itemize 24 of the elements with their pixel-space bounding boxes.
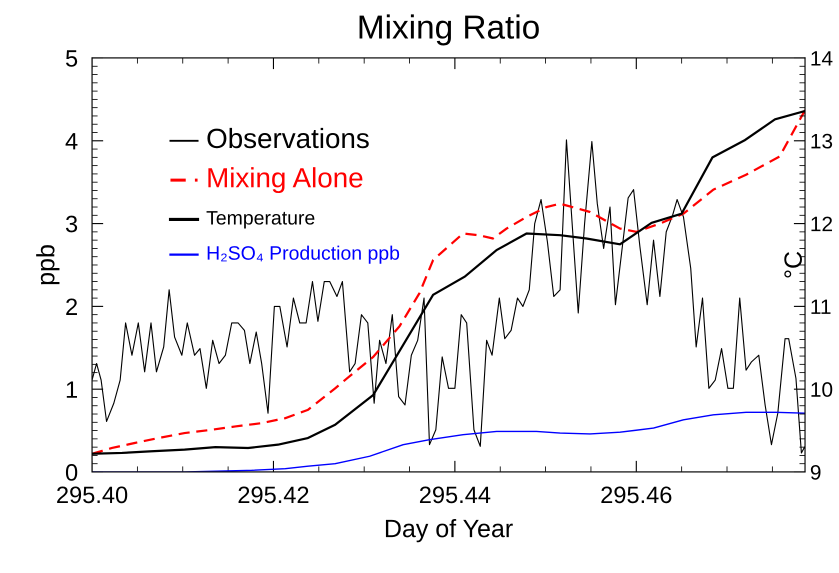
x-tick-label: 295.40	[57, 486, 128, 504]
y-tick-label: 3	[66, 216, 78, 232]
legend-label: Observations	[207, 128, 369, 148]
chart-title: Mixing Ratio	[360, 14, 539, 46]
y2-tick-label: 14	[811, 51, 832, 66]
y-tick-label: 2	[66, 298, 77, 315]
legend-label: Temperature	[206, 211, 314, 229]
y-axis-title: ppb	[36, 245, 60, 284]
y2-axis-title: °C	[784, 252, 802, 278]
y2-tick-label: 12	[811, 216, 832, 232]
y2-tick-label: 13	[811, 134, 832, 149]
y-tick-label: 4	[66, 133, 78, 150]
legend-label: Mixing Alone	[208, 167, 362, 194]
legend-label: H₂SO₄ Production ppb	[208, 246, 400, 264]
y2-tick-label: 11	[811, 300, 830, 314]
x-tick-label: 295.42	[238, 486, 308, 504]
y-tick-label: 0	[66, 464, 78, 481]
x-tick-label: 295.44	[420, 486, 490, 504]
x-axis-title: Day of Year	[386, 519, 513, 542]
y-tick-label: 1	[66, 381, 77, 398]
x-tick-label: 295.46	[601, 486, 672, 504]
y2-tick-label: 10	[811, 382, 832, 397]
y2-tick-label: 9	[810, 464, 820, 480]
y-tick-label: 5	[66, 50, 78, 67]
